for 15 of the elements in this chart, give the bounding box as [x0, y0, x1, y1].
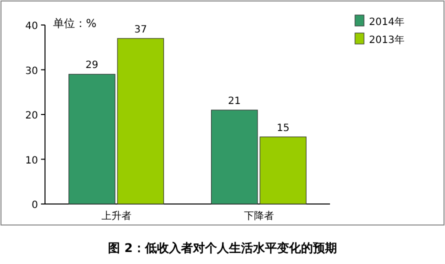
- y-tick-label: 20: [25, 110, 38, 122]
- legend-label: 2013年: [369, 34, 404, 46]
- legend-label: 2014年: [369, 16, 404, 28]
- y-tick-label: 10: [25, 155, 38, 166]
- x-tick-label: 下降者: [244, 210, 274, 222]
- text: 图 2：低收入者对个人生活水平变化的预期: [108, 241, 337, 255]
- data-label: 21: [228, 96, 241, 108]
- y-tick-label: 40: [25, 21, 38, 32]
- annotation: 单位：%: [53, 17, 96, 30]
- y-tick-label: 0: [32, 200, 38, 211]
- y-tick-label: 30: [25, 66, 38, 77]
- data-label: 37: [134, 24, 147, 36]
- data-label: 29: [86, 60, 98, 72]
- data-label: 15: [276, 122, 290, 134]
- x-tick-label: 上升者: [101, 210, 132, 222]
